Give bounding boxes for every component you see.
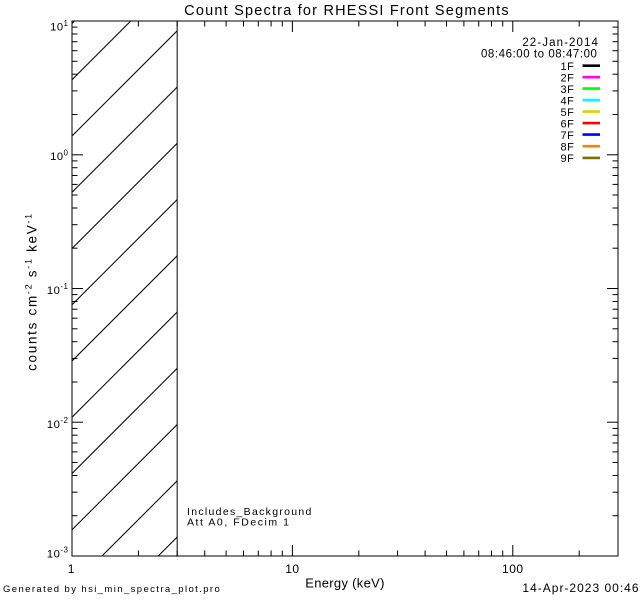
svg-text:9F: 9F xyxy=(560,153,574,165)
svg-text:10: 10 xyxy=(285,562,299,576)
svg-text:100: 100 xyxy=(502,562,524,576)
svg-text:1F: 1F xyxy=(560,61,574,73)
svg-text:7F: 7F xyxy=(560,130,574,142)
svg-text:4F: 4F xyxy=(560,95,574,107)
svg-text:22-Jan-2014: 22-Jan-2014 xyxy=(522,37,599,49)
svg-text:08:46:00 to 08:47:00: 08:46:00 to 08:47:00 xyxy=(481,49,598,61)
svg-text:3F: 3F xyxy=(560,84,574,96)
svg-text:1: 1 xyxy=(68,562,75,576)
svg-text:Att A0, FDecim 1: Att A0, FDecim 1 xyxy=(187,517,291,529)
svg-text:8F: 8F xyxy=(560,141,574,153)
svg-text:6F: 6F xyxy=(560,118,574,130)
svg-text:Generated by hsi_min_spectra_p: Generated by hsi_min_spectra_plot.pro xyxy=(3,584,221,595)
svg-text:counts cm-2 s-1 keV-1: counts cm-2 s-1 keV-1 xyxy=(24,212,40,371)
svg-text:5F: 5F xyxy=(560,107,574,119)
svg-text:Energy (keV): Energy (keV) xyxy=(305,576,384,591)
svg-text:Count Spectra for RHESSI Front: Count Spectra for RHESSI Front Segments xyxy=(184,3,510,19)
svg-text:Includes_Background: Includes_Background xyxy=(187,506,313,518)
svg-text:14-Apr-2023 00:46: 14-Apr-2023 00:46 xyxy=(522,581,639,595)
svg-text:2F: 2F xyxy=(560,72,574,84)
